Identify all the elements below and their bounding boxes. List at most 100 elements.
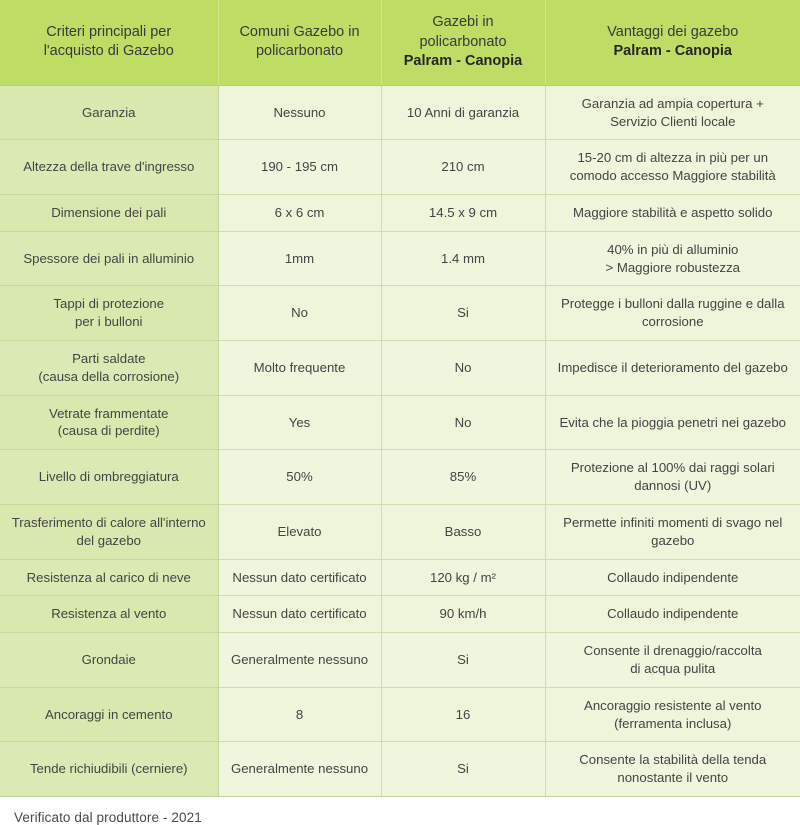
- criteria-cell: Tende richiudibili (cerniere): [0, 741, 219, 797]
- benefit-cell: Protegge i bulloni dalla ruggine e dalla…: [545, 285, 800, 341]
- table-row: Ancoraggi in cemento 8 16 Ancoraggio resist…: [0, 687, 800, 743]
- benefit-cell-line1: Maggiore stabilità e aspetto solido: [573, 204, 773, 220]
- criteria-cell: Resistenza al carico di neve: [0, 559, 219, 597]
- common-gazebo-cell: Nessun dato certificato: [218, 595, 382, 634]
- criteria-cell-line2: (causa di perdite): [57, 423, 160, 439]
- criteria-cell: Vetrate frammentate (causa di perdite): [0, 395, 219, 451]
- benefit-cell-line2: gazebo: [651, 532, 695, 548]
- table-row: Trasferimento di calore all'interno del g…: [0, 504, 800, 560]
- column-header-common-line1: Comuni Gazebo in: [239, 23, 360, 40]
- common-gazebo-cell: No: [218, 285, 382, 341]
- benefit-cell: Protezione al 100% dai raggi solari danno…: [545, 449, 800, 505]
- palram-canopia-cell: 1.4 mm: [381, 231, 546, 287]
- table-row: Spessore dei pali in alluminio 1mm 1.4 mm 4…: [0, 231, 800, 287]
- benefit-cell-line2: nonostante il vento: [617, 770, 729, 786]
- table-body: Garanzia Nessuno 10 Anni di garanzia Garanz…: [0, 85, 800, 797]
- criteria-cell-line1: Tappi di protezione: [53, 296, 165, 312]
- table-row: Resistenza al carico di neve Nessun dato …: [0, 559, 800, 597]
- criteria-cell-line2: del gazebo: [76, 532, 142, 548]
- criteria-cell: Altezza della trave d'ingresso: [0, 139, 219, 195]
- column-header-criteria-line1: Criteri principali per: [46, 23, 172, 40]
- table-row: Livello di ombreggiatura 50% 85% Protezione…: [0, 449, 800, 505]
- criteria-cell-line1: Garanzia: [81, 104, 136, 120]
- column-header-palram: Gazebi in policarbonato Palram - Canopia: [381, 0, 546, 86]
- common-gazebo-cell: Nessuno: [218, 85, 382, 141]
- criteria-cell: Ancoraggi in cemento: [0, 687, 219, 743]
- criteria-cell: Spessore dei pali in alluminio: [0, 231, 219, 287]
- benefit-cell: 40% in più di alluminio > Maggiore robust…: [545, 231, 800, 287]
- palram-canopia-cell: 85%: [381, 449, 546, 505]
- benefit-cell-line1: Collaudo indipendente: [607, 569, 739, 585]
- benefit-cell: Maggiore stabilità e aspetto solido: [545, 194, 800, 232]
- benefit-cell-line1: Garanzia ad ampia copertura +: [581, 95, 764, 111]
- palram-canopia-cell: 16: [381, 687, 546, 743]
- benefit-cell: Consente il drenaggio/raccolta di acqua p…: [545, 632, 800, 688]
- criteria-cell-line1: Trasferimento di calore all'interno: [11, 514, 206, 530]
- criteria-cell: Trasferimento di calore all'interno del g…: [0, 504, 219, 560]
- benefit-cell: Collaudo indipendente: [545, 595, 800, 634]
- common-gazebo-cell: 190 - 195 cm: [218, 139, 382, 195]
- criteria-cell-line1: Ancoraggi in cemento: [44, 706, 173, 722]
- palram-canopia-cell: No: [381, 395, 546, 451]
- palram-canopia-cell: Basso: [381, 504, 546, 560]
- criteria-cell-line2: (causa della corrosione): [38, 368, 180, 384]
- common-gazebo-cell: Yes: [218, 395, 382, 451]
- palram-canopia-cell: 90 km/h: [381, 595, 546, 634]
- criteria-cell: Dimensione dei pali: [0, 194, 219, 232]
- column-header-common-line2: policarbonato: [255, 43, 344, 60]
- benefit-cell-line1: Permette infiniti momenti di svago nel: [563, 514, 783, 530]
- benefit-cell: Collaudo indipendente: [545, 559, 800, 597]
- criteria-cell-line1: Grondaie: [81, 652, 136, 668]
- benefit-cell-line1: Ancoraggio resistente al vento: [584, 697, 762, 713]
- common-gazebo-cell: Generalmente nessuno: [218, 632, 382, 688]
- column-header-common: Comuni Gazebo in policarbonato: [218, 0, 382, 86]
- common-gazebo-cell: 50%: [218, 449, 382, 505]
- palram-canopia-cell: Si: [381, 632, 546, 688]
- benefit-cell-line2: corrosione: [641, 314, 704, 330]
- benefit-cell-line1: Protezione al 100% dai raggi solari: [570, 460, 775, 476]
- table-row: Altezza della trave d'ingresso 190 - 195 …: [0, 139, 800, 195]
- common-gazebo-cell: 1mm: [218, 231, 382, 287]
- benefit-cell: Impedisce il deterioramento del gazebo: [545, 340, 800, 396]
- common-gazebo-cell: Molto frequente: [218, 340, 382, 396]
- common-gazebo-cell: 6 x 6 cm: [218, 194, 382, 232]
- table-row: Resistenza al vento Nessun dato certifica…: [0, 595, 800, 634]
- criteria-cell-line1: Resistenza al carico di neve: [26, 569, 191, 585]
- benefit-cell-line1: Protegge i bulloni dalla ruggine e dalla: [560, 296, 785, 312]
- benefit-cell-line1: Collaudo indipendente: [607, 606, 739, 622]
- column-header-criteria-line2: l'acquisto di Gazebo: [43, 43, 174, 60]
- criteria-cell: Resistenza al vento: [0, 595, 219, 634]
- benefit-cell: Garanzia ad ampia copertura + Servizio Cl…: [545, 85, 800, 141]
- benefit-cell-line2: Servizio Clienti locale: [610, 113, 736, 129]
- column-header-palram-brand: Palram - Canopia: [403, 53, 523, 70]
- gazebo-comparison-table: Criteri principali per l'acquisto di Gaz…: [0, 0, 800, 797]
- benefit-cell: 15-20 cm di altezza in più per un comodo …: [545, 139, 800, 195]
- column-header-benefits: Vantaggi dei gazebo Palram - Canopia: [545, 0, 800, 86]
- benefit-cell-line2: (ferramenta inclusa): [614, 715, 732, 731]
- benefit-cell-line2: > Maggiore robustezza: [605, 259, 740, 275]
- criteria-cell: Grondaie: [0, 632, 219, 688]
- palram-canopia-cell: 10 Anni di garanzia: [381, 85, 546, 141]
- benefit-cell-line1: 15-20 cm di altezza in più per un: [577, 150, 769, 166]
- benefit-cell: Consente la stabilità della tenda nonosta…: [545, 741, 800, 797]
- header-row: Criteri principali per l'acquisto di Gaz…: [0, 0, 800, 86]
- common-gazebo-cell: Generalmente nessuno: [218, 741, 382, 797]
- common-gazebo-cell: 8: [218, 687, 382, 743]
- palram-canopia-cell: 14.5 x 9 cm: [381, 194, 546, 232]
- criteria-cell: Garanzia: [0, 85, 219, 141]
- palram-canopia-cell: Si: [381, 285, 546, 341]
- benefit-cell-line2: dannosi (UV): [634, 478, 712, 494]
- palram-canopia-cell: No: [381, 340, 546, 396]
- criteria-cell-line1: Livello di ombreggiatura: [38, 469, 179, 485]
- criteria-cell-line1: Resistenza al vento: [51, 606, 167, 622]
- column-header-palram-line1: Gazebi in policarbonato: [419, 14, 507, 50]
- criteria-cell-line1: Altezza della trave d'ingresso: [23, 159, 195, 175]
- criteria-cell: Tappi di protezione per i bulloni: [0, 285, 219, 341]
- criteria-cell: Parti saldate (causa della corrosione): [0, 340, 219, 396]
- benefit-cell-line1: Evita che la pioggia penetri nei gazebo: [559, 414, 787, 430]
- palram-canopia-cell: 210 cm: [381, 139, 546, 195]
- palram-canopia-cell: 120 kg / m²: [381, 559, 546, 597]
- benefit-cell-line1: Consente il drenaggio/raccolta: [583, 643, 762, 659]
- footnote: Verificato dal produttore - 2021: [14, 810, 202, 825]
